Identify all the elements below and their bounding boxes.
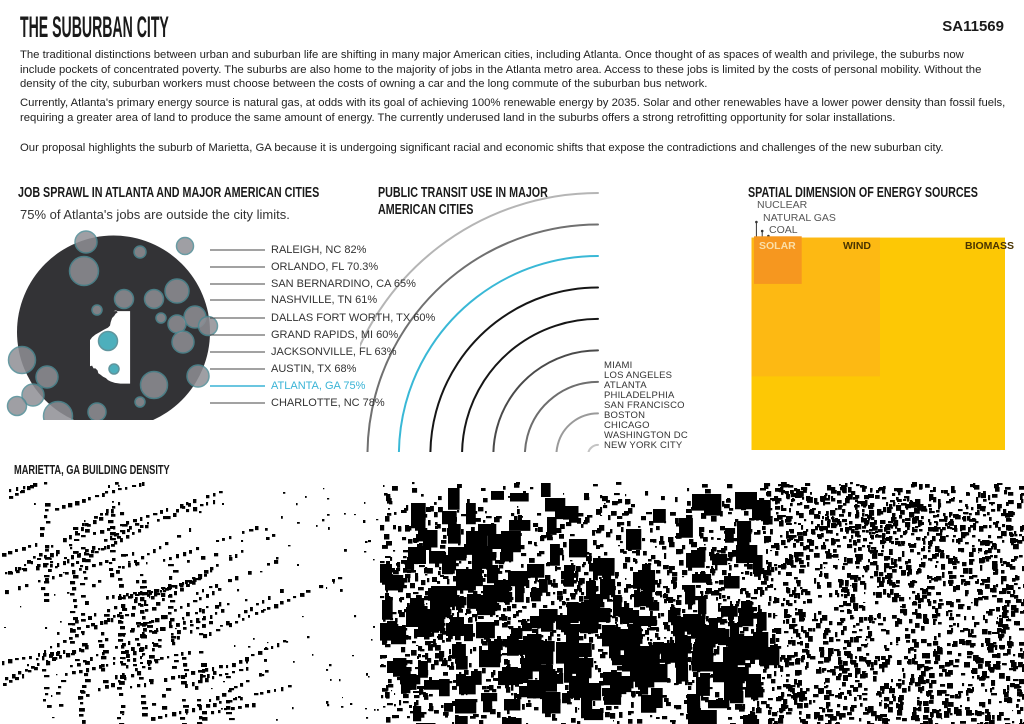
svg-text:GRAND RAPIDS, MI 60%: GRAND RAPIDS, MI 60%	[271, 329, 398, 341]
svg-text:RALEIGH, NC 82%: RALEIGH, NC 82%	[271, 244, 367, 256]
svg-text:AUSTIN, TX 68%: AUSTIN, TX 68%	[271, 363, 357, 375]
svg-text:WIND: WIND	[843, 240, 871, 252]
svg-text:NEW YORK CITY: NEW YORK CITY	[604, 440, 683, 451]
svg-text:ATLANTA, GA 75%: ATLANTA, GA 75%	[271, 380, 366, 392]
svg-text:JACKSONVILLE, FL 63%: JACKSONVILLE, FL 63%	[271, 346, 397, 358]
svg-text:SOLAR: SOLAR	[759, 240, 796, 252]
svg-text:CHARLOTTE, NC 78%: CHARLOTTE, NC 78%	[271, 397, 385, 409]
svg-text:SAN BERNARDINO, CA 65%: SAN BERNARDINO, CA 65%	[271, 278, 416, 290]
svg-text:DALLAS FORT WORTH, TX 60%: DALLAS FORT WORTH, TX 60%	[271, 312, 435, 324]
svg-text:BIOMASS: BIOMASS	[965, 240, 1014, 252]
svg-text:ORLANDO, FL 70.3%: ORLANDO, FL 70.3%	[271, 261, 378, 273]
svg-text:NASHVILLE, TN 61%: NASHVILLE, TN 61%	[271, 294, 377, 306]
